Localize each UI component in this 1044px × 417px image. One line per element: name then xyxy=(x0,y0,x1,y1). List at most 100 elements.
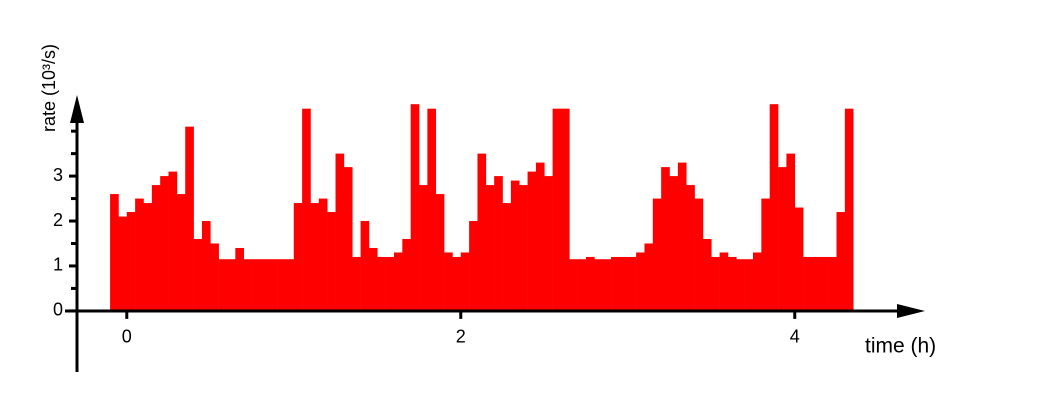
bar xyxy=(811,256,821,311)
bar xyxy=(343,167,353,311)
y-tick-label: 1 xyxy=(53,255,63,275)
bar xyxy=(702,238,712,311)
bar xyxy=(577,259,587,311)
bar xyxy=(444,252,453,311)
bar xyxy=(794,207,804,311)
bar xyxy=(168,171,178,311)
bar xyxy=(110,194,119,311)
x-tick-label: 0 xyxy=(122,327,132,347)
bar xyxy=(268,259,278,311)
bar xyxy=(786,153,796,311)
bar xyxy=(819,256,829,311)
bar xyxy=(327,212,336,311)
bar xyxy=(218,259,228,311)
bar xyxy=(844,108,854,311)
bar xyxy=(828,256,837,311)
y-axis-label: rate (10³/s) xyxy=(39,44,59,132)
y-tick-label: 2 xyxy=(53,210,63,230)
bar xyxy=(769,104,779,311)
bar xyxy=(427,108,437,311)
bar xyxy=(519,185,528,311)
y-tick-label: 3 xyxy=(53,165,63,185)
bar xyxy=(636,252,645,311)
bar xyxy=(176,194,186,311)
x-axis-label: time (h) xyxy=(865,335,936,358)
bar xyxy=(611,256,620,311)
bar xyxy=(694,198,704,311)
bar xyxy=(235,247,244,311)
bar xyxy=(302,108,311,311)
bar xyxy=(669,176,679,311)
bar xyxy=(586,256,595,311)
bar xyxy=(510,180,520,311)
bar xyxy=(652,198,662,311)
bar xyxy=(686,185,695,311)
bar xyxy=(619,256,629,311)
bar xyxy=(552,108,562,311)
bar xyxy=(727,256,737,311)
bar xyxy=(602,259,612,311)
bar xyxy=(201,221,211,311)
bar xyxy=(644,243,654,311)
bar xyxy=(736,259,745,311)
bar xyxy=(185,126,194,311)
bar xyxy=(285,259,295,311)
bar xyxy=(544,176,553,311)
bar xyxy=(193,238,203,311)
bar xyxy=(677,162,687,311)
bars xyxy=(110,104,854,311)
bar xyxy=(243,259,253,311)
x-axis-arrow xyxy=(897,304,925,318)
bar xyxy=(143,203,153,311)
bar xyxy=(744,259,754,311)
bar xyxy=(210,243,219,311)
bar xyxy=(711,256,720,311)
bar xyxy=(135,198,144,311)
bar xyxy=(410,104,420,311)
bar xyxy=(627,256,637,311)
x-tick-label: 4 xyxy=(790,327,800,347)
bar xyxy=(277,259,286,311)
bar xyxy=(393,252,403,311)
bar xyxy=(594,259,604,311)
bar xyxy=(469,221,478,311)
bar xyxy=(360,221,370,311)
bar xyxy=(260,259,270,311)
bar xyxy=(502,203,512,311)
bar xyxy=(803,256,812,311)
bar xyxy=(494,176,503,311)
bar xyxy=(368,247,378,311)
bar xyxy=(118,216,128,311)
bar xyxy=(385,256,395,311)
bar xyxy=(310,203,320,311)
bar xyxy=(661,167,670,311)
bar xyxy=(226,259,236,311)
bar xyxy=(778,167,787,311)
y-tick-label: 0 xyxy=(53,300,63,320)
bar xyxy=(126,212,136,311)
bar xyxy=(477,153,487,311)
x-tick-label: 2 xyxy=(456,327,466,347)
y-axis-arrow xyxy=(70,95,84,123)
bar xyxy=(753,252,762,311)
bar xyxy=(293,203,303,311)
bar xyxy=(402,238,411,311)
bar xyxy=(560,108,570,311)
bar xyxy=(151,185,161,311)
bar xyxy=(719,252,729,311)
bar xyxy=(377,256,386,311)
bar xyxy=(352,256,361,311)
bar xyxy=(318,198,328,311)
bar xyxy=(435,194,445,311)
bar xyxy=(160,176,169,311)
bar xyxy=(335,153,345,311)
bar xyxy=(527,171,537,311)
bar xyxy=(761,198,771,311)
bar xyxy=(460,252,470,311)
bar xyxy=(569,259,578,311)
bar xyxy=(452,256,462,311)
bar xyxy=(252,259,261,311)
bar xyxy=(419,185,428,311)
bar xyxy=(485,185,495,311)
